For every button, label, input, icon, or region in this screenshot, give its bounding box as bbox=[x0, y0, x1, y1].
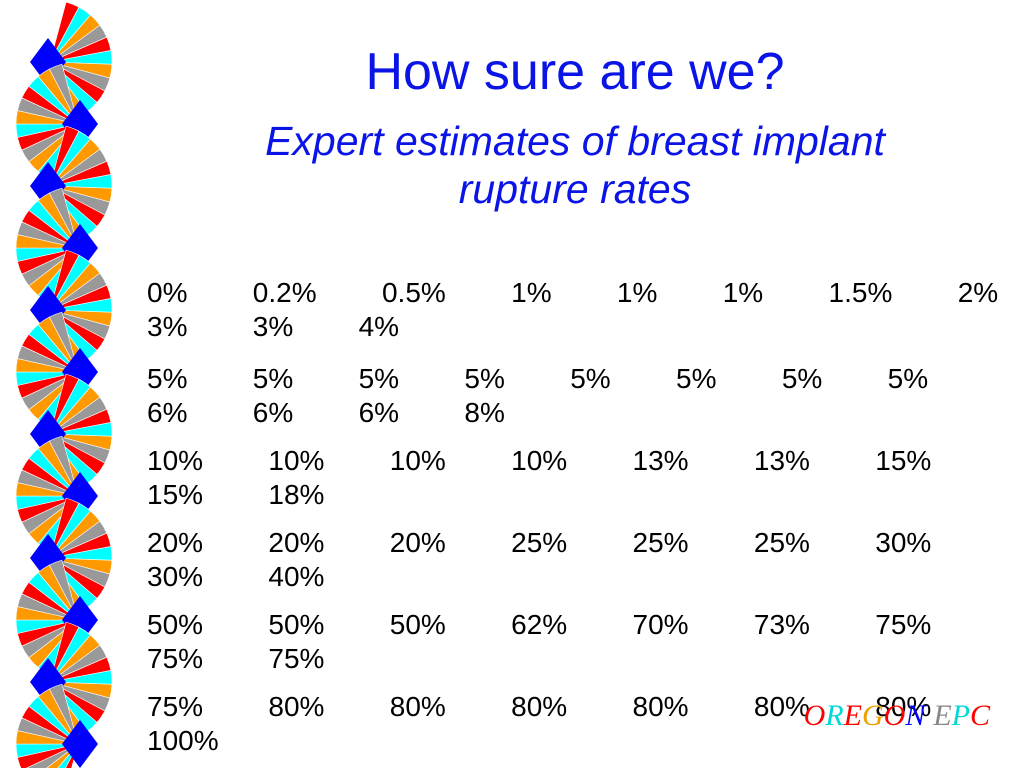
logo-letter: O bbox=[883, 699, 906, 732]
estimates-row: 0% 0.2% 0.5% 1% 1% 1% 1.5% 2% 3% 3% 4% bbox=[147, 277, 999, 342]
logo-letter: O bbox=[803, 699, 826, 732]
estimates-row: 5% 5% 5% 5% 5% 5% 5% 5% 6% 6% 6% 8% bbox=[147, 363, 994, 428]
fan-stripe bbox=[48, 683, 79, 745]
fan-border-icon bbox=[15, 1, 113, 768]
fan-stripe bbox=[48, 311, 79, 373]
estimates-row: 20% 20% 20% 25% 25% 25% 30% 30% 40% bbox=[147, 527, 997, 592]
logo-letter: P bbox=[951, 699, 970, 732]
logo-letter: E bbox=[933, 699, 952, 732]
estimates-row: 10% 10% 10% 10% 13% 13% 15% 15% 18% bbox=[147, 445, 997, 510]
oregon-epc-logo: OREGON EPC bbox=[804, 698, 990, 734]
logo-letter: C bbox=[969, 699, 990, 732]
estimates-row: 50% 50% 50% 62% 70% 73% 75% 75% 75% bbox=[147, 609, 997, 674]
fan-diamond bbox=[62, 720, 98, 768]
fan-stripe bbox=[48, 187, 79, 249]
fan-stripe bbox=[48, 435, 79, 497]
fan-stripe bbox=[48, 559, 79, 621]
logo-letter: R bbox=[825, 699, 844, 732]
fan-stripe bbox=[48, 63, 79, 125]
subtitle-line-2: rupture rates bbox=[458, 166, 692, 212]
logo-letter: N bbox=[905, 699, 926, 732]
fan-stripe bbox=[25, 743, 79, 768]
subtitle-line-1: Expert estimates of breast implant bbox=[265, 118, 885, 164]
slide-subtitle: Expert estimates of breast implant ruptu… bbox=[140, 117, 1010, 213]
estimates-list: 0% 0.2% 0.5% 1% 1% 1% 1.5% 2% 3% 3% 4% 5… bbox=[147, 276, 1007, 768]
logo-letter: E bbox=[843, 699, 862, 732]
logo-letter: G bbox=[861, 699, 884, 732]
slide-title: How sure are we? bbox=[365, 43, 785, 101]
estimates-row: 75% 80% 80% 80% 80% 80% 80% 100% bbox=[147, 691, 997, 756]
